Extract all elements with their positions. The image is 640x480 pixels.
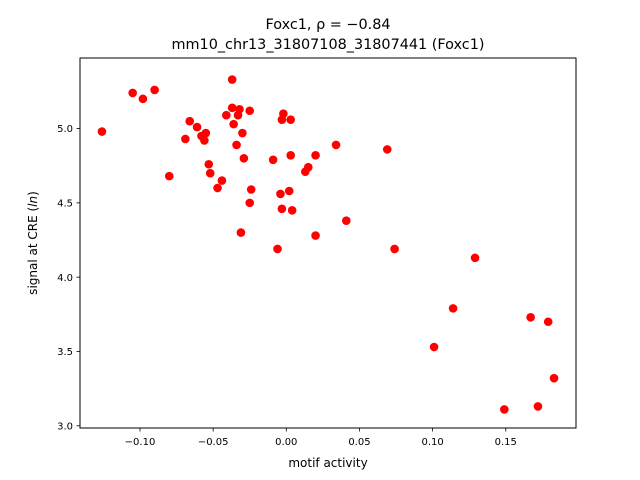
data-point — [232, 140, 241, 150]
y-tick-label: 5.0 — [57, 124, 73, 135]
x-axis-ticks: −0.10 −0.05 0.00 0.05 0.10 0.15 — [125, 428, 517, 448]
data-point — [341, 216, 351, 226]
data-point — [185, 116, 195, 126]
data-point — [227, 75, 237, 84]
data-point — [286, 115, 295, 124]
data-point — [217, 176, 227, 185]
data-point — [213, 183, 222, 193]
data-point — [201, 128, 211, 138]
axes-frame — [79, 57, 577, 429]
data-point — [192, 122, 202, 132]
data-point — [181, 134, 190, 144]
data-point — [273, 244, 282, 254]
chart-title-line2: mm10_chr13_31807108_31807441 (Foxc1) — [172, 37, 485, 53]
chart-title: Foxc1, ρ = −0.84 mm10_chr13_31807108_318… — [172, 17, 485, 53]
data-point — [164, 171, 174, 181]
data-point — [526, 313, 535, 322]
data-points — [97, 75, 559, 414]
x-tick-label: −0.10 — [125, 437, 156, 448]
data-point — [150, 85, 159, 95]
data-point — [138, 94, 148, 104]
y-tick-label: 3.5 — [57, 347, 73, 358]
data-point — [500, 405, 509, 414]
data-point — [235, 104, 244, 114]
data-point — [246, 185, 256, 194]
x-tick-label: 0.00 — [275, 437, 297, 448]
data-point — [128, 88, 137, 98]
data-point — [533, 402, 543, 411]
data-point — [287, 206, 297, 215]
data-point — [311, 231, 320, 240]
data-point — [543, 317, 553, 327]
x-tick-label: 0.05 — [348, 437, 370, 448]
data-point — [286, 151, 295, 160]
data-point — [549, 373, 559, 383]
data-point — [303, 162, 313, 172]
x-tick-label: 0.10 — [421, 437, 443, 448]
data-point — [245, 198, 255, 208]
data-point — [204, 159, 214, 169]
data-point — [311, 151, 320, 160]
data-point — [245, 106, 255, 116]
data-point — [279, 109, 288, 119]
data-point — [238, 128, 247, 138]
y-axis-ticks: 3.0 3.5 4.0 4.5 5.0 — [57, 124, 80, 432]
data-point — [236, 228, 246, 237]
y-tick-label: 4.5 — [57, 198, 73, 209]
x-axis-label: motif activity — [288, 456, 367, 470]
data-point — [284, 186, 294, 196]
y-tick-label: 3.0 — [57, 421, 73, 432]
data-point — [97, 127, 107, 136]
data-point — [205, 168, 215, 178]
data-point — [470, 253, 480, 263]
data-point — [448, 304, 458, 313]
data-point — [268, 155, 278, 165]
data-point — [222, 110, 231, 120]
x-tick-label: −0.05 — [198, 437, 229, 448]
data-point — [276, 189, 285, 199]
data-point — [382, 145, 392, 154]
data-point — [429, 342, 439, 352]
data-point — [277, 204, 287, 214]
chart-title-line1: Foxc1, ρ = −0.84 — [265, 17, 390, 33]
data-point — [239, 154, 249, 163]
y-axis-label: signal at CRE (ln) — [26, 191, 40, 295]
data-point — [390, 244, 399, 254]
y-tick-label: 4.0 — [57, 273, 73, 284]
x-tick-label: 0.15 — [495, 437, 517, 448]
data-point — [229, 119, 238, 129]
data-point — [227, 103, 237, 113]
data-point — [200, 136, 209, 145]
data-point — [331, 140, 341, 150]
